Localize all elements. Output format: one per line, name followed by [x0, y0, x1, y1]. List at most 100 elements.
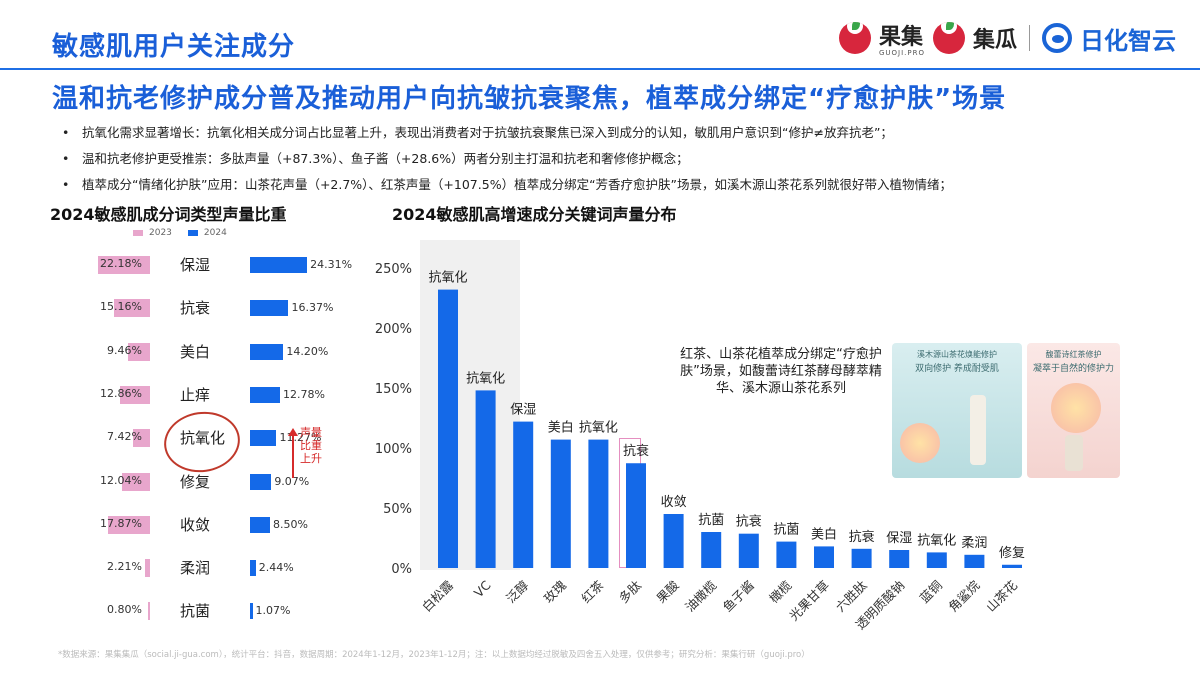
bar-type-label: 抗菌 — [698, 513, 724, 528]
bar-2024 — [250, 343, 284, 360]
bar — [663, 514, 684, 568]
category-label: 保湿 — [180, 256, 211, 274]
bar-2024 — [250, 386, 281, 403]
bar-2024 — [250, 560, 256, 577]
bar-type-label: 收敛 — [661, 494, 687, 510]
category-label: 止痒 — [180, 385, 211, 404]
x-tick-label: VC — [471, 577, 494, 600]
product-caption: 凝萃于自然的修护力 — [1032, 364, 1114, 374]
guoji-logo-name: 果集 — [878, 25, 923, 50]
value-label-2024: 1.07% — [255, 604, 291, 618]
category-label: 柔润 — [180, 559, 211, 578]
x-tick-label: 果酸 — [653, 577, 682, 606]
x-tick-label: 橄榄 — [766, 578, 794, 606]
bar-2024 — [250, 300, 289, 317]
product-caption: 双向修护 养成耐受肌 — [915, 364, 999, 374]
increase-note: 声量比重上升 — [300, 426, 322, 465]
category-label: 收敛 — [180, 515, 211, 534]
y-tick-label: 250% — [375, 262, 412, 277]
bar-2023 — [97, 256, 150, 274]
guoji-logo-sub: GUOJI.PRO — [878, 49, 925, 57]
y-tick-label: 0% — [391, 562, 412, 577]
headline: 温和抗老修护成分普及推动用户向抗皱抗衰聚焦，植萃成分绑定“疗愈护肤”场景 — [52, 84, 1007, 114]
bullet-list: 抗氧化需求显著增长：抗氧化相关成分词占比显著上升，表现出消费者对于抗皱抗衰聚焦已… — [62, 124, 1172, 202]
x-tick-label: 透明质酸钠 — [853, 578, 908, 633]
bar — [964, 554, 985, 568]
rihua-logo-icon — [1042, 23, 1072, 53]
left-chart-row: 2.21% 柔润 2.44% — [0, 556, 360, 580]
bar-2023 — [148, 602, 150, 621]
bar — [550, 439, 571, 568]
left-chart-row: 12.86% 止痒 12.78% — [0, 383, 360, 407]
y-tick-label: 200% — [375, 322, 412, 337]
category-label: 美白 — [180, 342, 211, 361]
bar-type-label: 保湿 — [886, 531, 912, 546]
bar — [1002, 564, 1022, 568]
jigua-logo-name: 集瓜 — [972, 28, 1017, 53]
value-label-2024: 2.44% — [258, 561, 294, 575]
value-label-2023: 12.86% — [100, 386, 142, 400]
y-tick-label: 150% — [375, 382, 412, 397]
bar-2024 — [250, 257, 308, 273]
bar-2023 — [121, 472, 150, 491]
jigua-logo-icon — [932, 22, 965, 54]
bar-2024 — [250, 430, 277, 447]
x-tick-label: 白松露 — [419, 577, 456, 614]
bar-type-label: 修复 — [999, 546, 1025, 561]
value-label-2023: 22.18% — [100, 257, 142, 270]
left-chart-row: 0.80% 抗菌 1.07% — [0, 599, 360, 623]
legend-label-2024: 2024 — [203, 228, 227, 238]
category-label: 修复 — [180, 472, 211, 491]
value-label-2024: 14.20% — [286, 344, 329, 358]
up-arrow-icon — [288, 428, 298, 478]
rihua-logo-name: 日化智云 — [1080, 26, 1176, 55]
x-tick-label: 光果甘草 — [786, 578, 832, 624]
bar-type-label: 美白 — [548, 420, 574, 436]
x-tick-label: 鱼子酱 — [720, 578, 757, 615]
product-image-camellia: 溪木源山茶花焕能修护 双向修护 养成耐受肌 — [892, 343, 1022, 478]
value-label-2023: 2.21% — [107, 560, 142, 574]
bar-type-label: 抗衰 — [736, 514, 762, 530]
x-tick-label: 蓝铜 — [917, 578, 945, 606]
bullet-item: 抗氧化需求显著增长：抗氧化相关成分词占比显著上升，表现出消费者对于抗皱抗衰聚焦已… — [62, 124, 1172, 150]
bar-2024 — [250, 473, 272, 490]
bar-2023 — [127, 342, 150, 361]
y-tick-label: 100% — [375, 442, 412, 457]
bar — [588, 439, 609, 568]
bar-2023 — [114, 299, 150, 318]
bar — [738, 533, 759, 568]
product-caption: 溪木源山茶花焕能修护 — [917, 350, 997, 359]
value-label-2024: 24.31% — [310, 258, 353, 271]
left-chart-legend: 2023 2024 — [133, 228, 227, 238]
product-image-redtea: 馥蕾诗红茶修护 凝萃于自然的修护力 — [1027, 343, 1120, 478]
left-chart-row: 9.46% 美白 14.20% — [0, 340, 360, 364]
bar-type-label: 美白 — [811, 526, 837, 542]
category-label: 抗氧化 — [180, 429, 226, 448]
bar — [926, 552, 947, 568]
bar-2023 — [108, 515, 150, 534]
bar — [701, 532, 722, 568]
value-label-2024: 16.37% — [291, 301, 334, 315]
top-bar-highlight — [420, 240, 520, 570]
left-chart-title: 2024敏感肌成分词类型声量比重 — [50, 205, 287, 224]
bar-2023 — [119, 385, 150, 404]
bullet-item: 植萃成分“情绪化护肤”应用：山茶花声量（+2.7%）、红茶声量（+107.5%）… — [62, 176, 1172, 202]
bar — [851, 548, 872, 568]
source-footnote: *数据来源：果集集瓜（social.ji-gua.com），统计平台：抖音，数据… — [58, 650, 810, 660]
bar-2024 — [250, 603, 253, 620]
bar — [814, 546, 834, 568]
value-label-2024: 8.50% — [272, 517, 308, 531]
x-tick-label: 油橄榄 — [682, 578, 719, 615]
left-bar-chart: 22.18% 保湿 24.31% 15.16% 抗衰 16.37% 9.46% 美白 14.20… — [0, 0, 360, 675]
legend-swatch-2024 — [187, 230, 198, 236]
bar-2023 — [144, 559, 150, 578]
value-label-2023: 9.46% — [107, 343, 142, 357]
bar — [889, 550, 910, 568]
product-caption: 馥蕾诗红茶修护 — [1045, 350, 1102, 359]
x-tick-label: 山茶花 — [983, 578, 1020, 615]
callout-text: 红茶、山茶花植萃成分绑定“疗愈护肤”场景，如馥蕾诗红茶酵母酵萃精华、溪木源山茶花… — [680, 347, 882, 396]
logo-group: 果集 GUOJI.PRO 集瓜 日化智云 — [838, 18, 1176, 58]
y-tick-label: 50% — [383, 502, 412, 517]
logo-separator — [1029, 25, 1030, 51]
left-chart-row: 15.16% 抗衰 16.37% — [0, 296, 360, 320]
